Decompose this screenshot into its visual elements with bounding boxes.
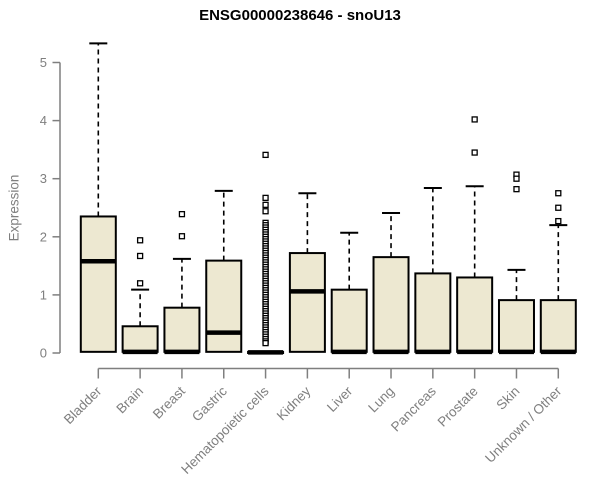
box-group-pancreas <box>414 186 452 355</box>
outlier-marker <box>471 116 478 123</box>
x-tick-label-bladder: Bladder <box>61 383 105 427</box>
box-group-unknown-other <box>539 190 577 355</box>
box-group-gastric <box>205 189 243 353</box>
x-tick-label-brain: Brain <box>113 384 146 417</box>
outlier-marker <box>262 151 269 159</box>
x-tick-label-skin: Skin <box>493 384 522 413</box>
outlier-marker <box>136 237 144 244</box>
box-liver <box>330 288 368 353</box>
x-tick-label-prostate: Prostate <box>435 384 481 430</box>
outlier-marker <box>262 208 269 215</box>
x-tick-label-unknown-other: Unknown / Other <box>482 383 565 466</box>
outlier-marker <box>555 204 562 211</box>
x-tick-label-gastric: Gastric <box>189 383 230 424</box>
box-group-skin <box>497 171 535 355</box>
outlier-marker <box>555 190 562 197</box>
box-group-bladder <box>79 42 117 353</box>
outlier-marker <box>471 149 478 156</box>
box-group-brain <box>121 237 159 355</box>
x-tick-label-kidney: Kidney <box>274 383 314 423</box>
box-group-prostate <box>456 116 494 355</box>
outlier-marker <box>513 175 520 182</box>
box-unknown-other <box>539 299 577 353</box>
chart-title: ENSG00000238646 - snoU13 <box>199 7 401 24</box>
box-prostate <box>456 276 494 353</box>
y-tick-label: 3 <box>40 171 47 186</box>
box-pancreas <box>414 272 452 353</box>
outlier-marker <box>178 233 186 240</box>
y-tick-label: 4 <box>40 113 47 128</box>
box-group-breast <box>163 210 201 355</box>
outlier-marker <box>178 210 186 218</box>
outlier-marker <box>555 217 562 225</box>
box-group-liver <box>330 231 368 355</box>
y-tick-label: 5 <box>40 55 47 70</box>
y-tick-label: 2 <box>40 229 47 244</box>
x-tick-label-pancreas: Pancreas <box>388 383 439 434</box>
box-skin <box>497 299 535 353</box>
outlier-marker <box>262 201 269 208</box>
box-group-kidney <box>288 192 326 353</box>
x-tick-label-breast: Breast <box>150 383 188 421</box>
outlier-marker <box>136 252 144 260</box>
outlier-marker <box>513 186 520 193</box>
y-tick-label: 1 <box>40 287 47 302</box>
box-gastric <box>205 259 243 353</box>
box-breast <box>163 306 201 353</box>
box-bladder <box>79 215 117 353</box>
y-tick-label: 0 <box>40 346 47 361</box>
y-axis: 0 1 2 3 4 5 <box>40 55 61 361</box>
outlier-marker <box>136 280 144 287</box>
outlier-marker <box>262 194 269 202</box>
y-axis-label: Expression <box>6 174 22 242</box>
box-brain <box>121 325 159 353</box>
x-tick-label-liver: Liver <box>324 383 356 415</box>
x-tick-label-lung: Lung <box>365 384 397 416</box>
box-group-lung <box>372 211 410 355</box>
box-kidney <box>288 252 326 353</box>
outlier-marker <box>262 339 269 347</box>
box-group-hematopoietic-cells <box>247 151 285 355</box>
box-lung <box>372 256 410 353</box>
